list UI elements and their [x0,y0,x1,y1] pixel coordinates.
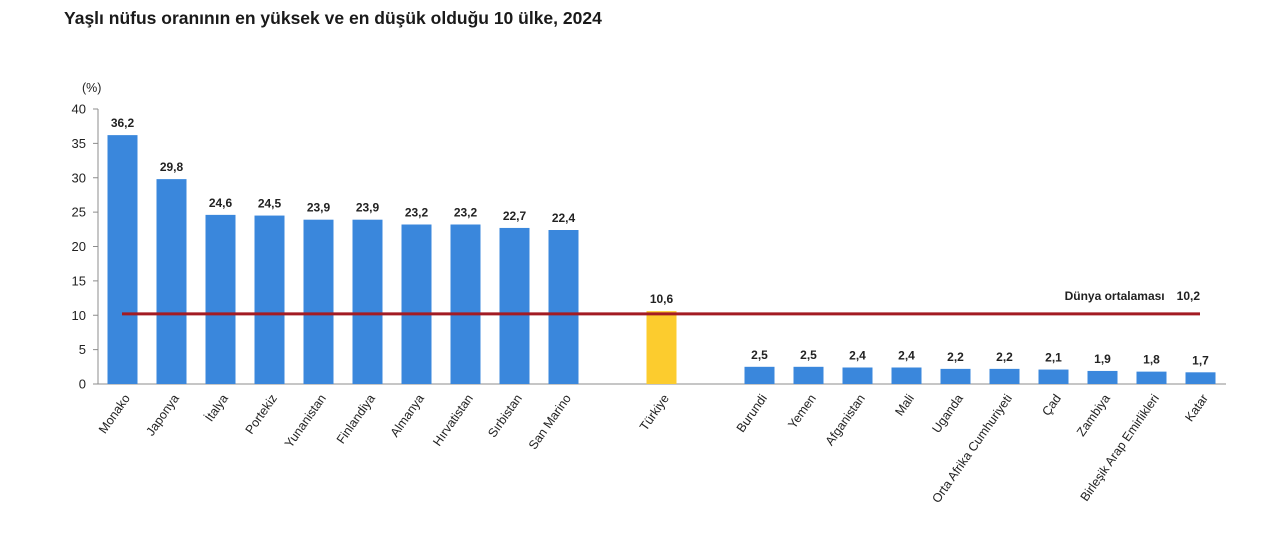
category-label: Hırvatistan [430,392,476,449]
bar-value-label: 1,7 [1192,353,1209,367]
bar [548,230,579,384]
bar-value-label: 22,7 [503,209,527,223]
reference-line-group: Dünya ortalaması 10,2 [122,289,1201,316]
bar [156,179,187,384]
bar [450,224,481,384]
chart-title: Yaşlı nüfus oranının en yüksek ve en düş… [64,8,602,28]
reference-line-label: Dünya ortalaması 10,2 [1065,289,1201,303]
bar-value-label: 1,9 [1094,352,1111,366]
bar [1038,369,1069,384]
y-tick-label: 20 [72,239,86,254]
category-label: Sırbistan [485,392,525,440]
category-label: Japonya [143,392,182,439]
category-label: Türkiye [637,392,672,434]
bar [1087,370,1118,384]
bar-value-label: 24,5 [258,197,282,211]
category-label: Mali [892,392,917,419]
y-tick-label: 10 [72,308,86,323]
category-label: Zambiya [1074,392,1113,439]
category-label: Yemen [785,392,819,432]
bars-group [107,135,1216,384]
bar [352,219,383,384]
bar [499,227,530,384]
y-tick-label: 35 [72,136,86,151]
y-tick-label: 15 [72,273,86,288]
bar-value-label: 2,1 [1045,351,1062,365]
bar [205,214,236,384]
y-tick-label: 0 [79,377,86,392]
category-label: Finlandiya [334,392,378,447]
category-label: Uganda [929,392,966,436]
bar [744,366,775,384]
bar-value-label: 2,4 [849,349,866,363]
category-label: Çad [1039,392,1064,419]
category-label: Katar [1182,392,1211,425]
bar-value-label: 23,2 [454,206,478,220]
bar [1136,371,1167,384]
bar-value-label: 2,4 [898,349,915,363]
bar [303,219,334,384]
bar-value-label: 2,5 [800,348,817,362]
bar-value-label: 24,6 [209,196,233,210]
bar [891,367,922,384]
y-tick-label: 30 [72,170,86,185]
bar-value-label: 2,2 [996,350,1013,364]
category-label: Yunanistan [282,392,329,451]
bar-value-label: 36,2 [111,116,135,130]
bar-value-label: 29,8 [160,160,184,174]
y-unit-label: (%) [82,81,101,95]
bar [940,368,971,384]
category-label: San Marino [526,392,574,452]
bar [254,215,285,384]
bar [401,224,432,384]
y-tick-label: 25 [72,205,86,220]
bar-value-label: 23,2 [405,206,429,220]
bar-value-label: 23,9 [356,201,380,215]
bar [989,368,1020,384]
category-label: İtalya [202,392,231,425]
bar-value-label: 22,4 [552,211,576,225]
y-tick-label: 5 [79,342,86,357]
bar [793,366,824,384]
bar-value-label: 1,8 [1143,353,1160,367]
bar-value-label: 2,5 [751,348,768,362]
bar [1185,372,1216,384]
bar-value-label: 10,6 [650,292,674,306]
category-label: Afganistan [823,392,868,448]
bar-value-label: 23,9 [307,201,331,215]
bar [842,367,873,384]
bar [646,311,677,384]
y-tick-label: 40 [72,102,86,117]
category-label: Almanya [388,392,427,440]
category-label: Burundi [734,392,770,435]
category-label: Monako [96,392,133,436]
bar-value-label: 2,2 [947,350,964,364]
bar [107,135,138,384]
category-label: Portekiz [243,392,280,437]
